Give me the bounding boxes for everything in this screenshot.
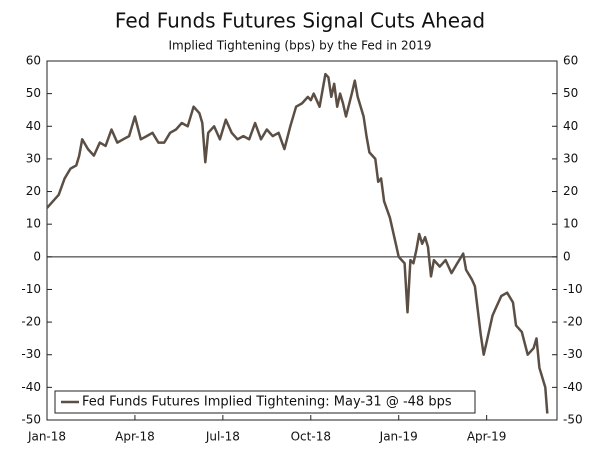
y-tick-label: -30 xyxy=(21,347,41,361)
y2-tick-label: -40 xyxy=(563,380,583,394)
chart-subtitle: Implied Tightening (bps) by the Fed in 2… xyxy=(169,39,432,53)
y-tick-label: 40 xyxy=(26,119,41,133)
plot-frame xyxy=(46,60,558,421)
y-tick-label: -50 xyxy=(21,413,41,427)
y-tick-label: 60 xyxy=(26,54,41,68)
y-tick-label: -40 xyxy=(21,380,41,394)
legend-box xyxy=(54,390,476,414)
x-tick-label: Oct-18 xyxy=(291,430,331,444)
y2-tick-label: 20 xyxy=(563,184,578,198)
x-tick-label: Jul-18 xyxy=(205,430,240,444)
y2-tick-label: -30 xyxy=(563,347,583,361)
y2-tick-label: -50 xyxy=(563,413,583,427)
y-tick-label: 0 xyxy=(33,249,41,263)
series-line xyxy=(46,72,549,414)
y-tick-label: 30 xyxy=(26,151,41,165)
y2-tick-label: -20 xyxy=(563,315,583,329)
y2-tick-label: 30 xyxy=(563,151,578,165)
y2-tick-label: 40 xyxy=(563,119,578,133)
y2-tick-label: -10 xyxy=(563,282,583,296)
chart-title: Fed Funds Futures Signal Cuts Ahead xyxy=(115,9,485,33)
y-tick-label: -20 xyxy=(21,315,41,329)
y2-tick-label: 0 xyxy=(563,249,571,263)
x-tick-label: Jan-19 xyxy=(379,430,418,444)
y-tick-label: -10 xyxy=(21,282,41,296)
x-tick-label: Jan-18 xyxy=(27,430,66,444)
y-tick-label: 50 xyxy=(26,86,41,100)
x-tick-label: Apr-18 xyxy=(115,430,155,444)
y2-tick-label: 60 xyxy=(563,54,578,68)
y-tick-label: 10 xyxy=(26,217,41,231)
y2-tick-label: 50 xyxy=(563,86,578,100)
legend-label: Fed Funds Futures Implied Tightening: Ma… xyxy=(82,395,452,410)
x-tick-label: Apr-19 xyxy=(467,430,507,444)
y-tick-label: 20 xyxy=(26,184,41,198)
y2-tick-label: 10 xyxy=(563,217,578,231)
